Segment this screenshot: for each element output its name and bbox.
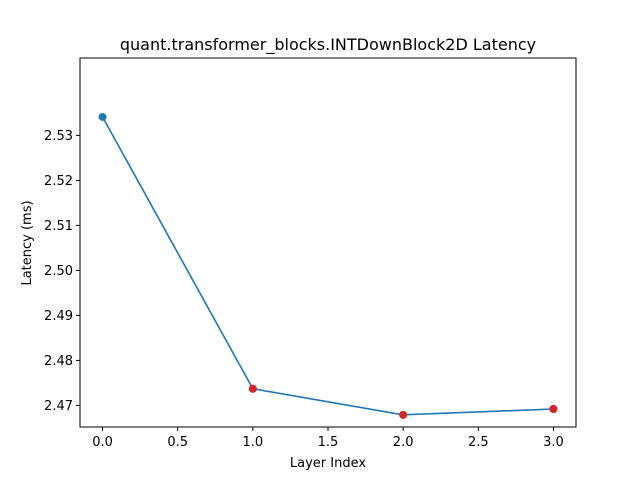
y-tick-label: 2.50 [44,264,73,279]
y-tick-label: 2.49 [44,309,73,324]
x-axis: 0.0 0.5 1.0 1.5 2.0 2.5 3.0 [92,427,564,450]
highlighted-data-point [549,405,558,413]
plot-area [98,112,558,419]
y-tick-label: 2.47 [44,399,73,414]
x-tick-label: 0.0 [92,435,113,450]
x-tick-label: 3.0 [543,435,564,450]
latency-series-line [101,116,554,416]
x-tick-label: 2.0 [393,435,414,450]
y-axis: 2.47 2.48 2.49 2.50 2.51 2.52 2.53 [44,129,80,414]
x-tick-label: 2.5 [468,435,489,450]
y-tick-label: 2.52 [44,174,73,189]
x-axis-label: Layer Index [290,456,366,471]
highlighted-data-point [399,410,408,419]
y-tick-label: 2.51 [44,219,73,234]
y-tick-label: 2.48 [44,354,73,369]
x-tick-label: 0.5 [167,435,188,450]
highlighted-data-point [248,384,257,393]
x-tick-label: 1.5 [318,435,339,450]
chart-title: quant.transformer_blocks.INTDownBlock2D … [120,35,536,55]
x-tick-label: 1.0 [243,435,264,450]
latency-data-point [98,112,107,121]
y-axis-label: Latency (ms) [20,200,35,285]
plot-frame [79,57,577,428]
y-tick-label: 2.53 [44,129,73,144]
